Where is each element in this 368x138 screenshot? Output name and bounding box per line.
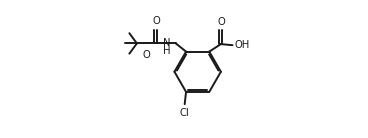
Text: H: H <box>163 46 170 56</box>
Text: Cl: Cl <box>180 108 190 118</box>
Text: N: N <box>163 38 170 48</box>
Text: O: O <box>217 17 225 27</box>
Text: O: O <box>152 16 160 26</box>
Text: OH: OH <box>235 40 250 50</box>
Text: O: O <box>142 50 150 60</box>
